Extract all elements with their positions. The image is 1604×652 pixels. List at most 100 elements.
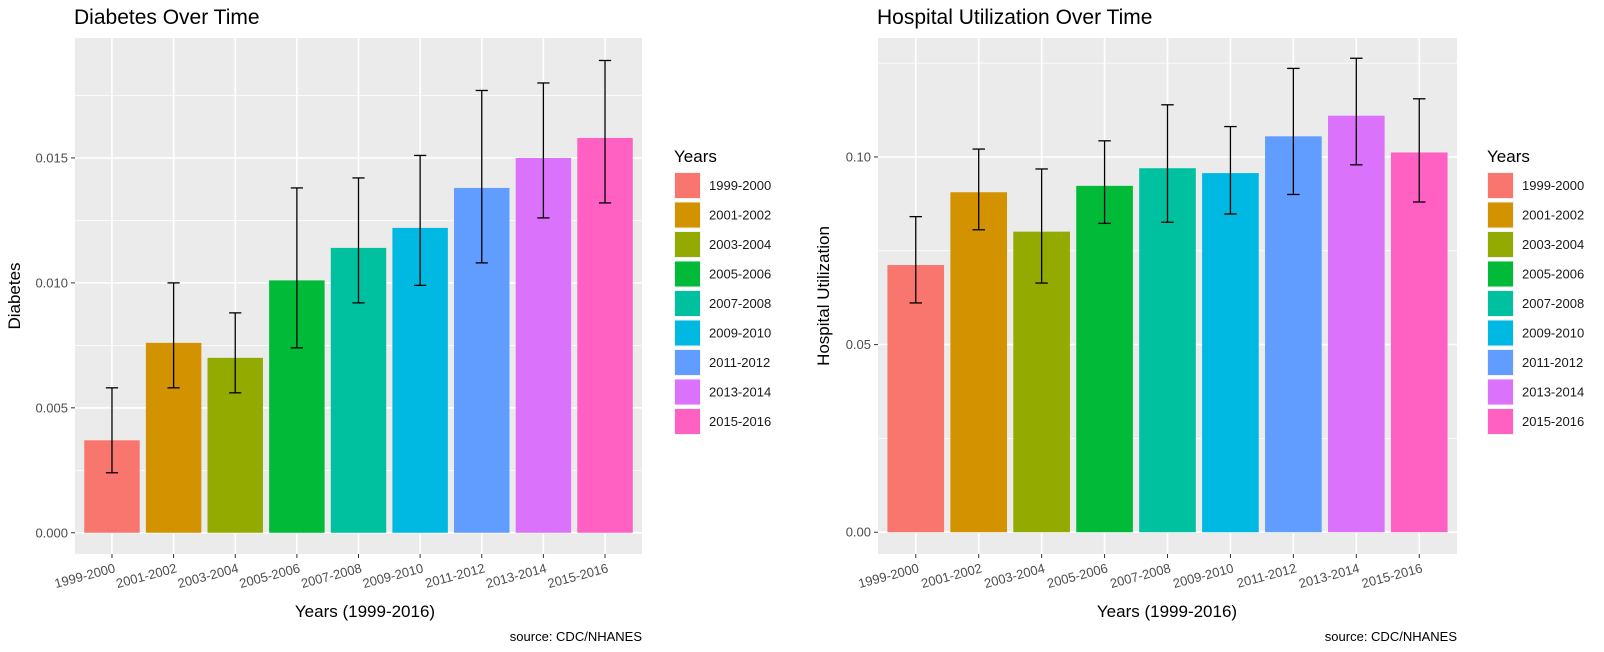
legend-swatch-2013-2014: [1488, 379, 1513, 405]
legend-label-2001-2002: 2001-2002: [1522, 208, 1584, 223]
legend-label-2013-2014: 2013-2014: [709, 385, 771, 400]
error-bar-2001-2002: [972, 148, 985, 231]
hospital-utilization-y-tick-labels: 0.00 0.05 0.10: [846, 149, 878, 540]
x-tick-label: 2009-2010: [361, 560, 425, 591]
bar-1999-2000: [887, 265, 945, 533]
y-tick-label: 0.00: [846, 525, 871, 540]
legend-label-2015-2016: 2015-2016: [1522, 414, 1584, 429]
hospital-utilization-y-axis-title: Hospital Utilization: [814, 226, 833, 366]
y-tick-label: 0.005: [35, 400, 68, 415]
y-tick-label: 0.010: [35, 275, 68, 290]
hospital-utilization-bars: [887, 115, 1448, 533]
legend-swatch-1999-2000: [1488, 173, 1513, 198]
diabetes-legend-title: Years: [674, 147, 717, 166]
y-tick-label: 0.015: [35, 150, 68, 165]
diabetes-x-axis-title: Years (1999-2016): [295, 602, 435, 621]
legend-label-2011-2012: 2011-2012: [1522, 355, 1583, 370]
legend-swatch-2013-2014: [675, 379, 700, 405]
bar-2005-2006: [1076, 185, 1133, 533]
hospital-utilization-caption: source: CDC/NHANES: [1325, 629, 1458, 644]
error-bar-2005-2006: [1098, 140, 1111, 225]
legend-label-2001-2002: 2001-2002: [709, 208, 771, 223]
legend-label-2011-2012: 2011-2012: [709, 355, 770, 370]
legend-swatch-2001-2002: [1488, 202, 1513, 228]
legend-swatch-2001-2002: [675, 202, 700, 228]
diabetes-x-tick-labels: 1999-20002001-20022003-20042005-20062007…: [53, 554, 610, 591]
legend-label-2015-2016: 2015-2016: [709, 414, 771, 429]
error-bar-2007-2008: [352, 177, 365, 304]
legend-swatch-2007-2008: [675, 291, 700, 316]
diabetes-chart-title: Diabetes Over Time: [74, 6, 260, 29]
error-bar-2003-2004: [1035, 168, 1048, 284]
legend-swatch-2015-2016: [675, 409, 700, 434]
error-bar-2009-2010: [1224, 125, 1237, 215]
legend-swatch-2011-2012: [1488, 350, 1513, 375]
x-tick-label: 1999-2000: [53, 560, 117, 591]
error-bar-2001-2002: [167, 282, 180, 389]
error-bar-1999-2000: [909, 215, 922, 304]
bar-2001-2002: [950, 192, 1008, 533]
x-tick-label: 2015-2016: [1360, 560, 1424, 591]
diabetes-bars: [84, 137, 633, 533]
legend-label-2003-2004: 2003-2004: [709, 237, 771, 252]
bar-2015-2016: [1390, 152, 1448, 533]
diabetes-legend: Years 1999-2000 2001-2002 2003-2004 2005-20…: [674, 147, 771, 435]
bar-2013-2014: [1327, 115, 1385, 533]
diabetes-caption: source: CDC/NHANES: [510, 629, 643, 644]
hospital-utilization-chart: Hospital Utilization Over Time 0.000.050…: [814, 6, 1584, 644]
legend-label-2009-2010: 2009-2010: [709, 326, 771, 341]
legend-swatch-2011-2012: [675, 350, 700, 375]
legend-label-2003-2004: 2003-2004: [1522, 237, 1584, 252]
hospital-utilization-legend: Years 1999-2000 2001-2002 2003-2004 2005-20…: [1487, 147, 1584, 435]
diabetes-y-axis-title: Diabetes: [5, 262, 24, 329]
error-bar-2007-2008: [1161, 104, 1174, 223]
x-tick-label: 2013-2014: [1297, 560, 1361, 591]
error-bar-2013-2014: [537, 82, 550, 219]
hospital-utilization-x-axis-title: Years (1999-2016): [1097, 602, 1237, 621]
x-tick-label: 2001-2002: [114, 560, 178, 591]
legend-swatch-2009-2010: [675, 320, 700, 346]
y-tick-label: 0.05: [846, 337, 871, 352]
legend-label-2005-2006: 2005-2006: [1522, 267, 1584, 282]
x-tick-label: 2005-2006: [238, 560, 302, 591]
x-tick-label: 1999-2000: [857, 560, 921, 591]
bar-2009-2010: [1202, 173, 1259, 533]
x-tick-label: 2011-2012: [1235, 560, 1298, 590]
x-tick-label: 2003-2004: [176, 560, 240, 591]
diabetes-error-bars: [105, 59, 612, 474]
error-bar-2011-2012: [475, 89, 488, 264]
diabetes-y-tick-labels: 0.000 0.005 0.010 0.015: [35, 150, 75, 540]
y-tick-label: 0.10: [846, 149, 871, 164]
hospital-utilization-x-tick-labels: 1999-20002001-20022003-20042005-20062007…: [857, 554, 1424, 591]
x-tick-label: 2013-2014: [484, 560, 548, 591]
legend-swatch-2007-2008: [1488, 291, 1513, 316]
legend-label-2009-2010: 2009-2010: [1522, 326, 1584, 341]
error-bar-2011-2012: [1287, 67, 1300, 196]
hospital-utilization-error-bars: [909, 57, 1426, 304]
x-tick-label: 2007-2008: [1108, 560, 1172, 591]
y-tick-label: 0.000: [35, 525, 68, 540]
bar-2015-2016: [577, 137, 633, 533]
legend-swatch-2003-2004: [1488, 232, 1513, 257]
legend-swatch-2005-2006: [675, 261, 700, 287]
bar-2007-2008: [1139, 168, 1196, 533]
x-tick-label: 2005-2006: [1045, 560, 1109, 591]
hospital-utilization-chart-title: Hospital Utilization Over Time: [877, 6, 1152, 29]
x-tick-label: 2015-2016: [546, 560, 610, 591]
legend-swatch-2003-2004: [675, 232, 700, 257]
error-bar-2015-2016: [598, 59, 612, 204]
error-bar-2013-2014: [1350, 57, 1363, 166]
legend-label-2007-2008: 2007-2008: [1522, 296, 1584, 311]
legend-swatch-1999-2000: [675, 173, 700, 198]
error-bar-1999-2000: [105, 387, 119, 474]
legend-swatch-2015-2016: [1488, 409, 1513, 434]
hospital-utilization-legend-title: Years: [1487, 147, 1530, 166]
error-bar-2003-2004: [229, 312, 242, 394]
x-tick-label: 2009-2010: [1171, 560, 1235, 591]
error-bar-2009-2010: [414, 154, 427, 287]
diabetes-chart: Diabetes Over Time 0.0000.0050.0100.015 …: [5, 6, 771, 644]
x-tick-label: 2001-2002: [920, 560, 984, 591]
error-bar-2015-2016: [1413, 98, 1426, 203]
error-bar-2005-2006: [290, 187, 303, 349]
